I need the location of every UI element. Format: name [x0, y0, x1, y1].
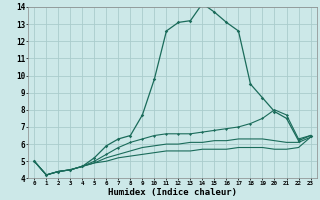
- X-axis label: Humidex (Indice chaleur): Humidex (Indice chaleur): [108, 188, 237, 197]
